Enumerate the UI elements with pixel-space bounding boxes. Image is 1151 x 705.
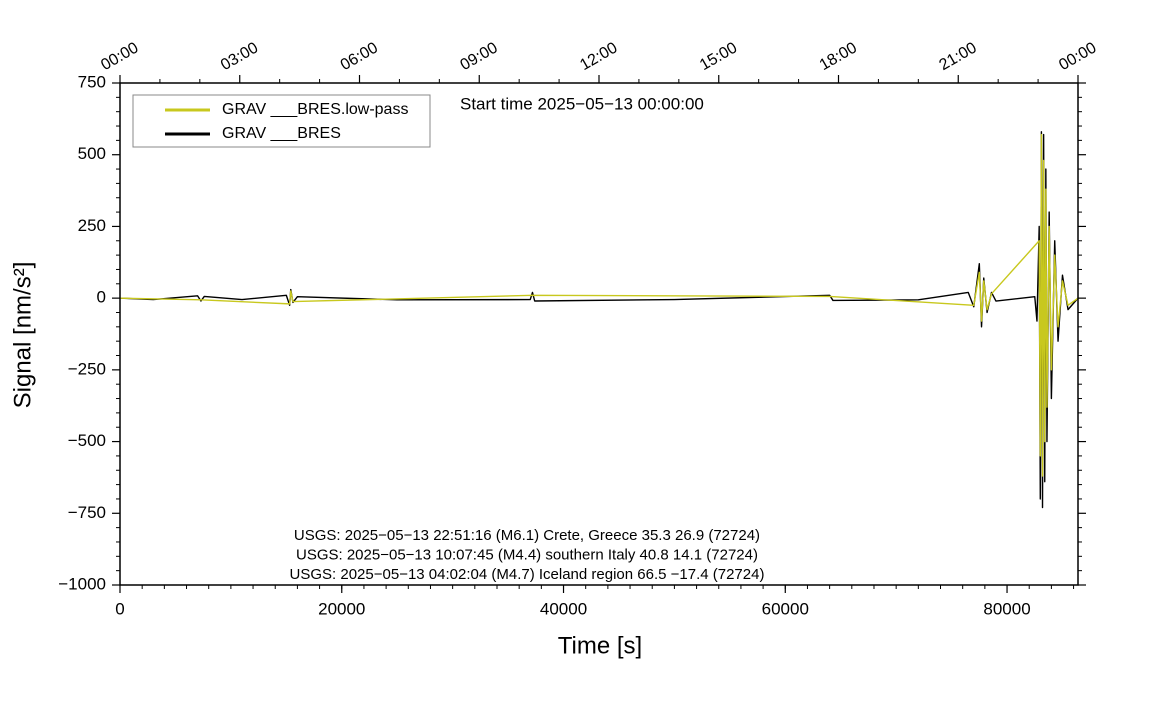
y-tick-label: −250 bbox=[68, 359, 106, 378]
legend-label: GRAV ___BRES bbox=[222, 125, 341, 142]
top-tick-label: 06:00 bbox=[338, 39, 381, 74]
top-tick-label: 03:00 bbox=[218, 39, 261, 74]
legend-label: GRAV ___BRES.low-pass bbox=[222, 101, 408, 118]
x-tick-label: 60000 bbox=[762, 599, 809, 618]
annotation: USGS: 2025−05−13 10:07:45 (M4.4) souther… bbox=[296, 546, 758, 563]
annotation: USGS: 2025−05−13 04:02:04 (M4.7) Iceland… bbox=[290, 566, 765, 583]
top-tick-label: 21:00 bbox=[937, 39, 980, 74]
top-tick-label: 09:00 bbox=[458, 39, 501, 74]
x-axis-title: Time [s] bbox=[558, 632, 642, 659]
y-tick-label: 250 bbox=[78, 216, 106, 235]
y-tick-label: 750 bbox=[78, 72, 106, 91]
series-line bbox=[119, 133, 1079, 477]
y-tick-label: −500 bbox=[68, 431, 106, 450]
x-tick-label: 40000 bbox=[540, 599, 587, 618]
top-tick-label: 18:00 bbox=[817, 39, 860, 74]
y-tick-label: −1000 bbox=[58, 574, 106, 593]
y-tick-label: 0 bbox=[97, 288, 106, 307]
legend-box bbox=[132, 94, 431, 148]
x-tick-label: 0 bbox=[115, 599, 124, 618]
annotation: USGS: 2025−05−13 22:51:16 (M6.1) Crete, … bbox=[294, 527, 760, 544]
top-tick-label: 12:00 bbox=[577, 39, 620, 74]
y-axis-title: Signal [nm/s²] bbox=[9, 262, 36, 409]
chart-title: Start time 2025−05−13 00:00:00 bbox=[460, 94, 704, 113]
top-tick-label: 00:00 bbox=[1056, 39, 1099, 74]
x-tick-label: 80000 bbox=[983, 599, 1030, 618]
y-tick-label: 500 bbox=[78, 144, 106, 163]
series-line bbox=[119, 131, 1079, 509]
top-tick-label: 00:00 bbox=[98, 39, 141, 74]
plot-frame bbox=[119, 82, 1079, 586]
x-tick-label: 20000 bbox=[318, 599, 365, 618]
y-tick-label: −750 bbox=[68, 503, 106, 522]
top-tick-label: 15:00 bbox=[697, 39, 740, 74]
